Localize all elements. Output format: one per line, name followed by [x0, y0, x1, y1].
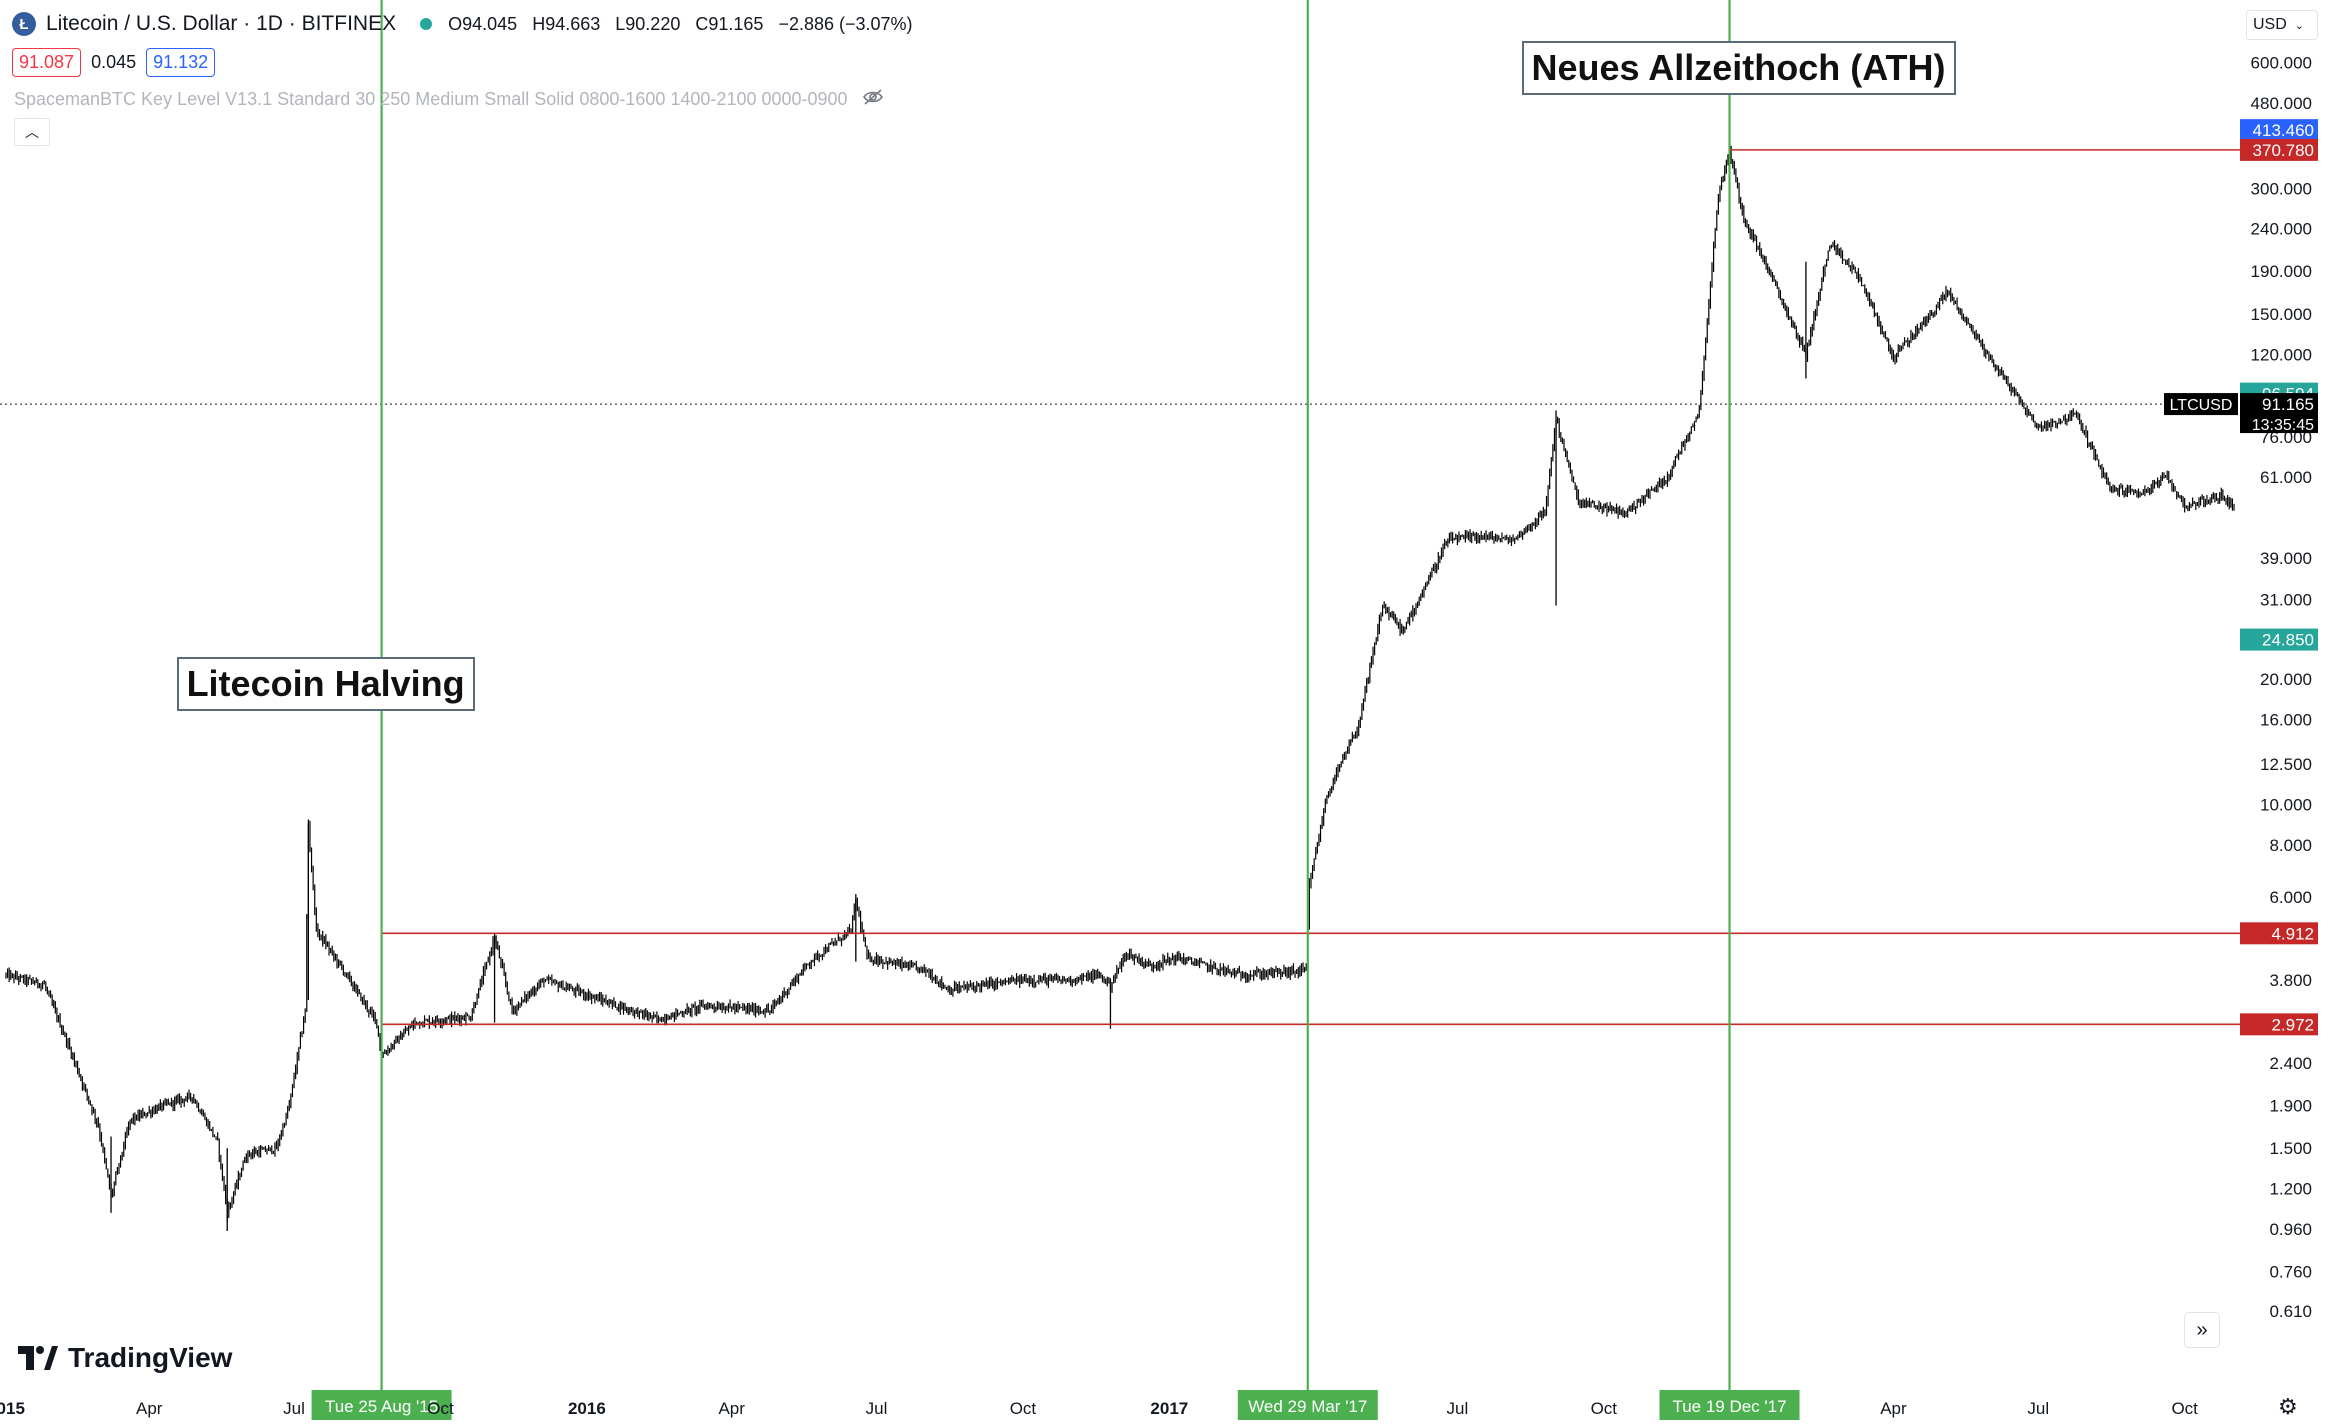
price-label-bg — [2240, 922, 2318, 945]
indicator-label: SpacemanBTC Key Level V13.1 Standard 30 … — [14, 89, 848, 109]
currency-selector[interactable]: USD ⌄ — [2246, 10, 2318, 40]
annotation-halving[interactable]: Litecoin Halving — [176, 656, 475, 711]
price-label: 2.972 — [2271, 1015, 2314, 1034]
ohlc-values: O94.045 H94.663 L90.220 C91.165 −2.886 (… — [448, 14, 922, 35]
y-tick-label: 8.000 — [2269, 836, 2312, 855]
y-tick-label: 1.200 — [2269, 1180, 2312, 1199]
price-label: 370.780 — [2253, 141, 2314, 160]
y-tick-label: 0.610 — [2269, 1302, 2312, 1321]
indicator-legend[interactable]: SpacemanBTC Key Level V13.1 Standard 30 … — [14, 88, 884, 111]
open-value: 94.045 — [462, 13, 518, 34]
candlestick-series — [5, 130, 2235, 1231]
time-axis: 2015 Apr Jul Oct 2016 Apr Jul Oct 2017 Jul Oct Apr J… — [0, 1399, 2198, 1418]
x-tick-label: Apr — [136, 1399, 163, 1418]
x-tick-label: 2015 — [0, 1399, 25, 1418]
y-tick-label: 10.000 — [2260, 795, 2312, 814]
low-label: L — [615, 13, 626, 34]
symbol-tag: LTCUSD — [2170, 397, 2233, 414]
tradingview-logo-icon — [18, 1346, 58, 1370]
horizontal-levels — [0, 149, 2240, 1026]
y-tick-label: 31.000 — [2260, 591, 2312, 610]
y-tick-label: 480.000 — [2251, 94, 2312, 113]
price-label: 24.850 — [2262, 631, 2314, 650]
y-tick-label: 16.000 — [2260, 710, 2312, 729]
x-tick-label: Jul — [1447, 1399, 1469, 1418]
y-tick-label: 120.000 — [2251, 345, 2312, 364]
y-tick-label: 2.400 — [2269, 1054, 2312, 1073]
close-value: 91.165 — [708, 13, 764, 34]
spread-value: 0.045 — [91, 52, 137, 72]
y-tick-label: 12.500 — [2260, 755, 2312, 774]
x-tick-label: Jul — [866, 1399, 888, 1418]
vertical-marker-date-bg — [1237, 1390, 1378, 1420]
tradingview-logo[interactable]: TradingView — [18, 1342, 232, 1374]
x-tick-label: Oct — [1010, 1399, 1037, 1418]
gear-icon[interactable]: ⚙ — [2278, 1394, 2298, 1419]
vertical-marker-date-label: Tue 25 Aug '15 — [325, 1397, 438, 1416]
chevron-up-icon: ︿ — [25, 124, 39, 140]
x-tick-label: Jul — [2027, 1399, 2049, 1418]
y-tick-label: 20.000 — [2260, 670, 2312, 689]
x-tick-label: 2017 — [1150, 1399, 1188, 1418]
y-tick-label: 1.900 — [2269, 1096, 2312, 1115]
low-value: 90.220 — [625, 13, 681, 34]
x-tick-label: Oct — [2171, 1399, 2198, 1418]
chart-header: Ł Litecoin / U.S. Dollar · 1D · BITFINEX… — [12, 12, 923, 36]
last-price-bg — [2240, 393, 2318, 434]
x-tick-label: 2016 — [568, 1399, 606, 1418]
x-tick-label: Jul — [283, 1399, 305, 1418]
y-tick-label: 240.000 — [2251, 220, 2312, 239]
vertical-markers: Tue 25 Aug '15 Wed 29 Mar '17 Tue 19 Dec '… — [311, 0, 1800, 1420]
x-tick-label: Apr — [1880, 1399, 1907, 1418]
chevron-down-icon: ⌄ — [2294, 19, 2304, 32]
litecoin-icon: Ł — [12, 12, 36, 36]
x-tick-label: Oct — [1591, 1399, 1618, 1418]
y-tick-label: 600.000 — [2251, 54, 2312, 73]
price-label: 4.912 — [2271, 924, 2314, 943]
y-tick-label: 1.500 — [2269, 1139, 2312, 1158]
symbol-tag-bg — [2164, 393, 2238, 416]
y-tick-label: 0.960 — [2269, 1220, 2312, 1239]
collapse-legend-button[interactable]: ︿ — [14, 118, 50, 146]
price-label-bg — [2240, 119, 2318, 142]
y-tick-label: 0.760 — [2269, 1262, 2312, 1281]
open-label: O — [448, 13, 463, 34]
y-tick-label: 3.800 — [2269, 971, 2312, 990]
vertical-marker-date-label: Wed 29 Mar '17 — [1248, 1397, 1367, 1416]
vertical-marker-date-label: Tue 19 Dec '17 — [1672, 1397, 1786, 1416]
price-axis: 600.000 480.000 300.000 240.000 190.000 150.0… — [2164, 54, 2318, 1321]
high-value: 94.663 — [545, 13, 601, 34]
double-chevron-right-icon: » — [2196, 1318, 2208, 1341]
brand-name: TradingView — [68, 1342, 233, 1373]
y-tick-label: 61.000 — [2260, 468, 2312, 487]
y-tick-label: 150.000 — [2251, 305, 2312, 324]
y-tick-label: 39.000 — [2260, 549, 2312, 568]
price-label: 413.460 — [2253, 121, 2314, 140]
x-tick-label: Oct — [427, 1399, 454, 1418]
price-label-bg — [2240, 628, 2318, 651]
high-label: H — [532, 13, 546, 34]
x-tick-label: Apr — [718, 1399, 745, 1418]
change-value: −2.886 (−3.07%) — [778, 13, 913, 34]
scroll-to-realtime-button[interactable]: » — [2184, 1312, 2220, 1348]
eye-off-icon[interactable] — [862, 88, 884, 111]
sell-price-button[interactable]: 91.087 — [12, 48, 82, 77]
buy-price-button[interactable]: 91.132 — [146, 48, 216, 77]
price-label-bg — [2240, 1013, 2318, 1036]
market-open-icon — [420, 18, 433, 30]
y-tick-label: 190.000 — [2251, 262, 2312, 281]
bid-ask: 91.087 0.045 91.132 — [12, 48, 216, 77]
y-tick-label: 6.000 — [2269, 888, 2312, 907]
vertical-marker-date-bg — [1659, 1390, 1800, 1420]
bar-countdown: 13:35:45 — [2252, 417, 2314, 434]
last-price-value: 91.165 — [2262, 395, 2314, 414]
price-label-bg — [2240, 138, 2318, 161]
y-tick-label: 300.000 — [2251, 179, 2312, 198]
symbol-title[interactable]: Litecoin / U.S. Dollar · 1D · BITFINEX — [46, 12, 397, 35]
currency-label: USD — [2253, 16, 2287, 33]
annotation-ath[interactable]: Neues Allzeithoch (ATH) — [1521, 40, 1956, 95]
close-label: C — [695, 13, 709, 34]
vertical-marker-date-bg — [311, 1390, 452, 1420]
